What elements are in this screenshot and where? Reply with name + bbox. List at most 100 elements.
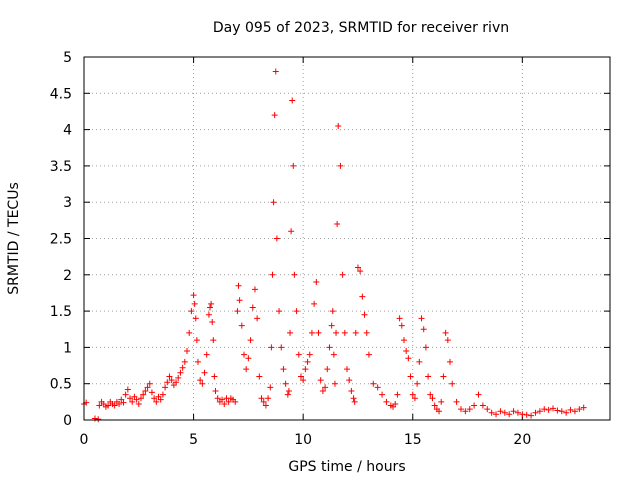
y-tick-label: 3.5: [50, 159, 72, 175]
data-point: [330, 351, 337, 358]
data-point: [278, 344, 285, 351]
data-point: [363, 329, 370, 336]
data-point: [181, 358, 188, 365]
data-point: [528, 412, 535, 419]
data-point: [442, 329, 449, 336]
data-point: [311, 300, 318, 307]
data-point: [370, 380, 377, 387]
data-point: [580, 404, 587, 411]
data-point: [514, 409, 521, 416]
data-point: [269, 271, 276, 278]
data-point: [133, 396, 140, 403]
data-point: [290, 162, 297, 169]
data-point: [270, 199, 277, 206]
data-point: [146, 380, 153, 387]
data-point: [414, 380, 421, 387]
data-point: [558, 408, 565, 415]
data-point: [199, 380, 206, 387]
data-point: [523, 411, 530, 418]
data-point: [153, 398, 160, 405]
x-tick-label: 0: [80, 432, 89, 448]
data-point: [164, 379, 171, 386]
data-points: [81, 68, 587, 423]
data-point: [350, 395, 357, 402]
data-point: [271, 112, 278, 119]
data-point: [236, 297, 243, 304]
data-point: [313, 279, 320, 286]
data-point: [383, 398, 390, 405]
data-point: [282, 380, 289, 387]
data-point: [510, 408, 517, 415]
data-point: [219, 396, 226, 403]
data-point: [357, 268, 364, 275]
data-point: [211, 373, 218, 380]
data-point: [361, 311, 368, 318]
data-point: [462, 408, 469, 415]
data-point: [175, 374, 182, 381]
data-point: [337, 162, 344, 169]
data-point: [333, 329, 340, 336]
x-axis-label: GPS time / hours: [288, 459, 405, 475]
x-tick-label: 15: [404, 432, 422, 448]
data-point: [256, 373, 263, 380]
data-point: [96, 402, 103, 409]
data-point: [359, 293, 366, 300]
data-point: [210, 337, 217, 344]
data-point: [273, 235, 280, 242]
data-point: [335, 122, 342, 129]
tick-labels: 0 0.5 1 1.5 2 2.5 3 3.5 4 4.5 5 0 5 10 15 20: [50, 50, 532, 448]
data-point: [142, 387, 149, 394]
data-point: [212, 387, 219, 394]
x-tick-label: 5: [189, 432, 198, 448]
x-tick-label: 20: [513, 432, 531, 448]
data-point: [249, 304, 256, 311]
data-point: [536, 408, 543, 415]
data-point: [232, 398, 239, 405]
data-point: [567, 406, 574, 413]
data-point: [348, 387, 355, 394]
chart-title: Day 095 of 2023, SRMTID for receiver riv…: [213, 20, 509, 36]
data-point: [344, 366, 350, 373]
data-point: [444, 337, 451, 344]
data-point: [440, 373, 447, 380]
data-point: [235, 282, 242, 289]
data-point: [127, 395, 134, 402]
data-point: [265, 395, 272, 402]
data-point: [550, 405, 557, 412]
data-point: [431, 402, 438, 409]
data-point: [234, 308, 241, 315]
data-point: [471, 402, 478, 409]
x-tick-label: 10: [294, 432, 312, 448]
data-point: [186, 329, 193, 336]
data-point: [436, 408, 443, 415]
data-point: [563, 409, 570, 416]
data-point: [284, 391, 291, 398]
data-point: [493, 411, 500, 418]
y-tick-label: 0.5: [50, 377, 72, 393]
data-point: [268, 344, 275, 351]
data-point: [449, 380, 456, 387]
data-point: [137, 395, 144, 402]
data-point: [416, 358, 423, 365]
data-point: [162, 384, 169, 391]
data-point: [111, 402, 118, 409]
data-point: [297, 373, 304, 380]
data-point: [354, 264, 361, 271]
data-point: [105, 402, 112, 409]
data-point: [191, 300, 198, 307]
axis-ticks: [83, 56, 610, 421]
data-point: [326, 344, 333, 351]
data-point: [304, 358, 311, 365]
y-tick-label: 3: [63, 195, 72, 211]
data-point: [276, 308, 283, 315]
data-point: [488, 409, 495, 416]
data-point: [398, 322, 405, 329]
y-tick-label: 1.5: [50, 304, 72, 320]
y-tick-label: 4.5: [50, 86, 72, 102]
data-point: [403, 348, 410, 355]
data-point: [272, 68, 279, 75]
data-point: [291, 271, 298, 278]
data-point: [379, 391, 386, 398]
data-point: [201, 369, 208, 376]
